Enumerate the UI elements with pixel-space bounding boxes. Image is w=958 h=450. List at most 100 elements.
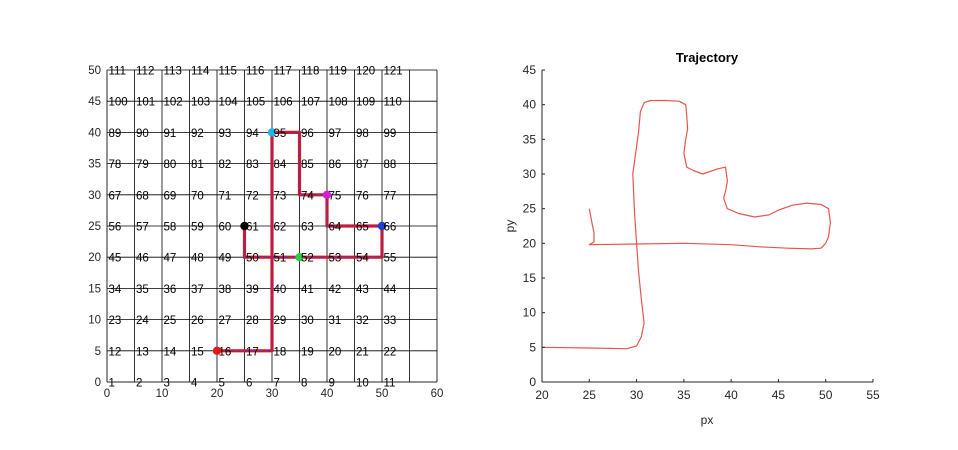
cell-label: 29 [274,315,287,327]
cell-label: 104 [219,97,239,109]
x-tick-label: 20 [535,388,549,402]
cell-label: 86 [329,159,342,171]
cell-label: 69 [164,190,177,202]
y-tick-label: 20 [523,236,537,250]
cell-label: 106 [274,97,293,109]
cell-label: 65 [356,222,369,234]
cell-label: 96 [301,128,314,140]
cell-label: 117 [274,66,292,78]
trajectory-series [541,99,832,350]
cell-label: 97 [329,128,342,140]
cell-label: 23 [109,315,122,327]
cell-label: 27 [219,315,232,327]
x-tick-label: 30 [630,388,644,402]
waypoint-marker [212,346,222,355]
cell-label: 78 [109,159,122,171]
x-axis-label: px [701,413,714,427]
y-tick-label: 40 [88,127,101,139]
cell-label: 103 [191,97,210,109]
cell-label: 83 [246,159,259,171]
cell-label: 50 [246,253,259,265]
cell-label: 113 [164,66,182,78]
y-tick-label: 0 [529,375,536,389]
cell-label: 18 [274,346,287,358]
y-tick-label: 30 [88,190,101,202]
y-tick-label: 15 [88,283,101,295]
cell-label: 89 [109,128,122,140]
cell-label: 58 [164,222,177,234]
cell-label: 49 [219,253,232,265]
cell-label: 21 [356,346,369,358]
cell-label: 22 [384,346,397,358]
cell-label: 36 [164,284,177,296]
cell-label: 34 [109,284,122,296]
cell-label: 11 [384,378,396,390]
cell-label: 72 [246,190,259,202]
x-tick-label: 40 [724,388,738,402]
cell-label: 32 [356,315,369,327]
y-tick-label: 25 [523,202,537,216]
cell-label: 92 [191,128,204,140]
trajectory-chart: Trajectory 20 25 30 35 40 45 50 55 0 5 10 15 20 25 30 3… [503,50,880,427]
cell-label: 74 [301,190,314,202]
cell-label: 12 [109,346,122,358]
waypoint-marker [322,190,332,199]
y-tick-label: 5 [95,346,101,358]
cell-label: 3 [164,378,170,390]
cell-label: 82 [219,159,232,171]
y-tick-label: 25 [88,221,101,233]
cell-label: 52 [301,253,314,265]
cell-label: 57 [136,222,149,234]
x-tick-label: 60 [431,388,444,400]
cell-label: 2 [136,378,142,390]
cell-label: 4 [191,378,198,390]
cell-label: 55 [384,253,397,265]
cell-label: 13 [136,346,149,358]
cell-label: 95 [274,128,287,140]
x-tick-label: 10 [156,388,169,400]
cell-label: 120 [356,66,375,78]
cell-label: 53 [329,253,342,265]
right-axes [541,70,873,383]
cell-label: 119 [329,66,347,78]
cell-label: 54 [356,253,369,265]
y-tick-label: 0 [95,377,101,389]
y-tick-label: 15 [523,271,537,285]
cell-label: 48 [191,253,204,265]
cell-label: 77 [384,190,397,202]
cell-label: 109 [356,97,375,109]
cell-label: 10 [356,378,369,390]
cell-label: 67 [109,190,122,202]
cell-label: 80 [164,159,177,171]
x-tick-label: 25 [583,388,597,402]
cell-label: 7 [274,378,280,390]
y-tick-label: 50 [88,65,101,77]
cell-label: 88 [384,159,397,171]
cell-label: 33 [384,315,397,327]
cell-label: 30 [301,315,314,327]
cell-label: 87 [356,159,369,171]
cell-label: 70 [191,190,204,202]
cell-label: 19 [301,346,314,358]
cell-label: 59 [191,222,204,234]
cell-label: 85 [301,159,314,171]
cell-label: 118 [301,66,319,78]
x-tick-label: 50 [376,388,389,400]
chart-title: Trajectory [676,50,739,65]
cell-label: 98 [356,128,369,140]
cell-label: 71 [219,190,232,202]
cell-label: 45 [109,253,122,265]
x-tick-label: 30 [266,388,279,400]
y-tick-label: 35 [88,159,101,171]
cell-label: 26 [191,315,204,327]
cell-label: 9 [329,378,335,390]
cell-label: 35 [136,284,149,296]
cell-label: 43 [356,284,369,296]
cell-label: 46 [136,253,149,265]
cell-label: 116 [246,66,264,78]
y-tick-label: 10 [523,306,537,320]
cell-label: 24 [136,315,149,327]
trajectory-plot-area [542,70,873,382]
cell-label: 42 [329,284,342,296]
